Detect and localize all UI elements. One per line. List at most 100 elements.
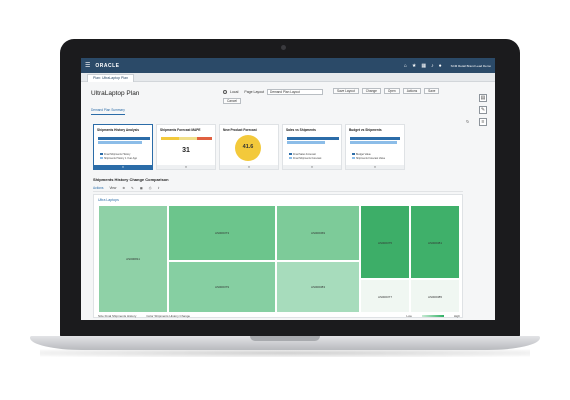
treemap-cell[interactable]: AS000377 [360,279,410,313]
apps-icon[interactable]: ▦ [421,62,427,69]
tile-title: Shipments History Analysis [97,128,140,132]
edit-icon[interactable]: ✎ [131,186,134,190]
section-title: Shipments History Change Comparison [93,177,169,182]
open-button[interactable]: Open [383,88,400,94]
tile-budget-vs-shipments[interactable]: Budget vs Shipments Budget Value Shipmen… [345,124,405,170]
menu-icon[interactable]: ☰ [85,63,91,69]
laptop-base [30,336,540,350]
tile-expand-icon[interactable]: ▾ [220,165,278,169]
oracle-logo: ORACLE [95,62,120,69]
actions-button[interactable]: Actions [402,88,422,94]
tile-expand-icon[interactable]: ▾ [94,165,152,169]
treemap-cell[interactable]: AS000375 [360,205,410,279]
tile-expand-icon[interactable]: ▾ [157,165,215,169]
mape-segment [197,137,212,140]
view-menu[interactable]: View [109,186,117,190]
tile-title: Sales vs Shipments [286,128,316,132]
tile-title: Budget vs Shipments [349,128,382,132]
bell-icon[interactable]: ♪ [431,62,434,69]
treemap-cell[interactable]: AS000369 [276,205,360,261]
cell-label: AS000377 [377,295,392,299]
legend-label: Final Sales Forecast [293,153,316,156]
tile-forecast-mape[interactable]: Shipments Forecast MAPE 31 ▾ [156,124,216,170]
cell-label: AS000379 [214,285,229,289]
page-layout-select[interactable]: Demand Plan Layout [267,89,324,95]
cell-label: AS000383 [310,285,325,289]
notes-icon[interactable]: ✎ [479,106,487,114]
treemap-title: Ultra Laptops [98,198,119,202]
tile-title: Shipments Forecast MAPE [160,128,201,132]
save-layout-button[interactable]: Save Layout [333,88,359,94]
app-screen: ☰ ORACLE ⌂ ★ ▦ ♪ ● SCM Retail Brand Lead… [81,58,495,320]
user-icon[interactable]: ● [438,62,442,69]
print-icon[interactable]: ⎙ [148,186,152,190]
treemap-panel: Ultra Laptops AS000811 AS000373 AS000379… [93,194,463,318]
side-panel-icons: ▤ ✎ ≡ [479,94,487,126]
legend-label: Final Shipments Forecast [293,157,322,160]
treemap-cell[interactable]: AS000383 [276,261,360,313]
tab-strip: Plan: UltraLaptop Plan [81,73,495,82]
tile-legend: Final Shipments Forecast [289,157,321,160]
star-icon[interactable]: ★ [411,62,417,69]
treemap-cell[interactable]: AS000811 [98,205,168,313]
tile-expand-icon[interactable]: ▾ [283,165,341,169]
list-icon[interactable]: ≡ [479,118,487,126]
action-buttons: Save Layout Change Open Actions Save [333,88,440,94]
gauge-circle: 41.6 [235,135,261,161]
user-name[interactable]: SCM Retail Brand Lead Demo [450,63,491,68]
mape-segment [161,137,179,140]
tile-legend: Budget Value [352,153,371,156]
tile-bar [350,137,400,140]
home-icon[interactable]: ⌂ [403,62,407,69]
color-scale [421,315,444,317]
cell-label: AS000385 [427,295,442,299]
tile-bar [98,141,142,144]
treemap-cell[interactable]: AS000385 [410,279,460,313]
tile-bar [98,137,150,140]
tile-bar [350,141,397,144]
legend-label: Shipments Forecast Value [356,157,386,160]
save-button[interactable]: Save [424,88,440,94]
tile-new-product[interactable]: New Product Forecast 41.6 ▾ [219,124,279,170]
actions-menu[interactable]: Actions [93,186,104,190]
low-label: Low [406,314,412,318]
tile-title: New Product Forecast [223,128,257,132]
laptop-shadow [40,349,530,357]
grid-icon[interactable]: ▦ [139,186,143,190]
cancel-button[interactable]: Cancel [223,98,241,104]
legend-label: Final Shipments History [104,153,131,156]
treemap-cell[interactable]: AS000379 [168,261,276,313]
tile-expand-icon[interactable]: ▾ [346,165,404,169]
page-layout-label: Page Layout [244,90,265,94]
export-icon[interactable]: ⇪ [157,186,161,190]
page-title: UltraLaptop Plan [91,90,140,97]
treemap-cell[interactable]: AS000373 [168,205,276,261]
treemap-cell[interactable]: AS000381 [410,205,460,279]
local-label: Local [230,90,239,94]
treemap: AS000811 AS000373 AS000379 AS000369 AS00… [98,205,460,313]
color-legend: Color Shipments History Change [146,314,191,318]
cell-label: AS000375 [377,241,392,245]
cell-label: AS000373 [214,231,229,235]
settings-icon[interactable]: ⚙ [122,186,126,190]
layout-controls: Local Page Layout Demand Plan Layout [223,89,324,95]
document-icon[interactable]: ▤ [479,94,487,102]
cell-label: AS000811 [126,257,140,261]
legend-label: Shipments History 1 Year Ago [104,157,138,160]
header-bar: ☰ ORACLE ⌂ ★ ▦ ♪ ● SCM Retail Brand Lead… [81,58,495,73]
tab-plan[interactable]: Plan: UltraLaptop Plan [87,74,135,82]
subtab-summary[interactable]: Demand Plan Summary [91,108,125,115]
legend-label: Budget Value [356,153,371,156]
local-radio[interactable] [223,90,227,94]
chart-toolbar: Actions View ⚙ ✎ ▦ ⎙ ⇪ [93,185,463,192]
tile-bar [287,137,339,140]
tile-shipments-history[interactable]: Shipments History Analysis Final Shipmen… [93,124,153,170]
refresh-icon[interactable]: ↻ [466,119,470,124]
high-label: High [453,314,460,318]
change-button[interactable]: Change [361,88,381,94]
tile-bar [287,141,325,144]
laptop-notch [250,336,320,341]
tile-sales-vs-shipments[interactable]: Sales vs Shipments Final Sales Forecast … [282,124,342,170]
mape-value: 31 [182,147,190,154]
